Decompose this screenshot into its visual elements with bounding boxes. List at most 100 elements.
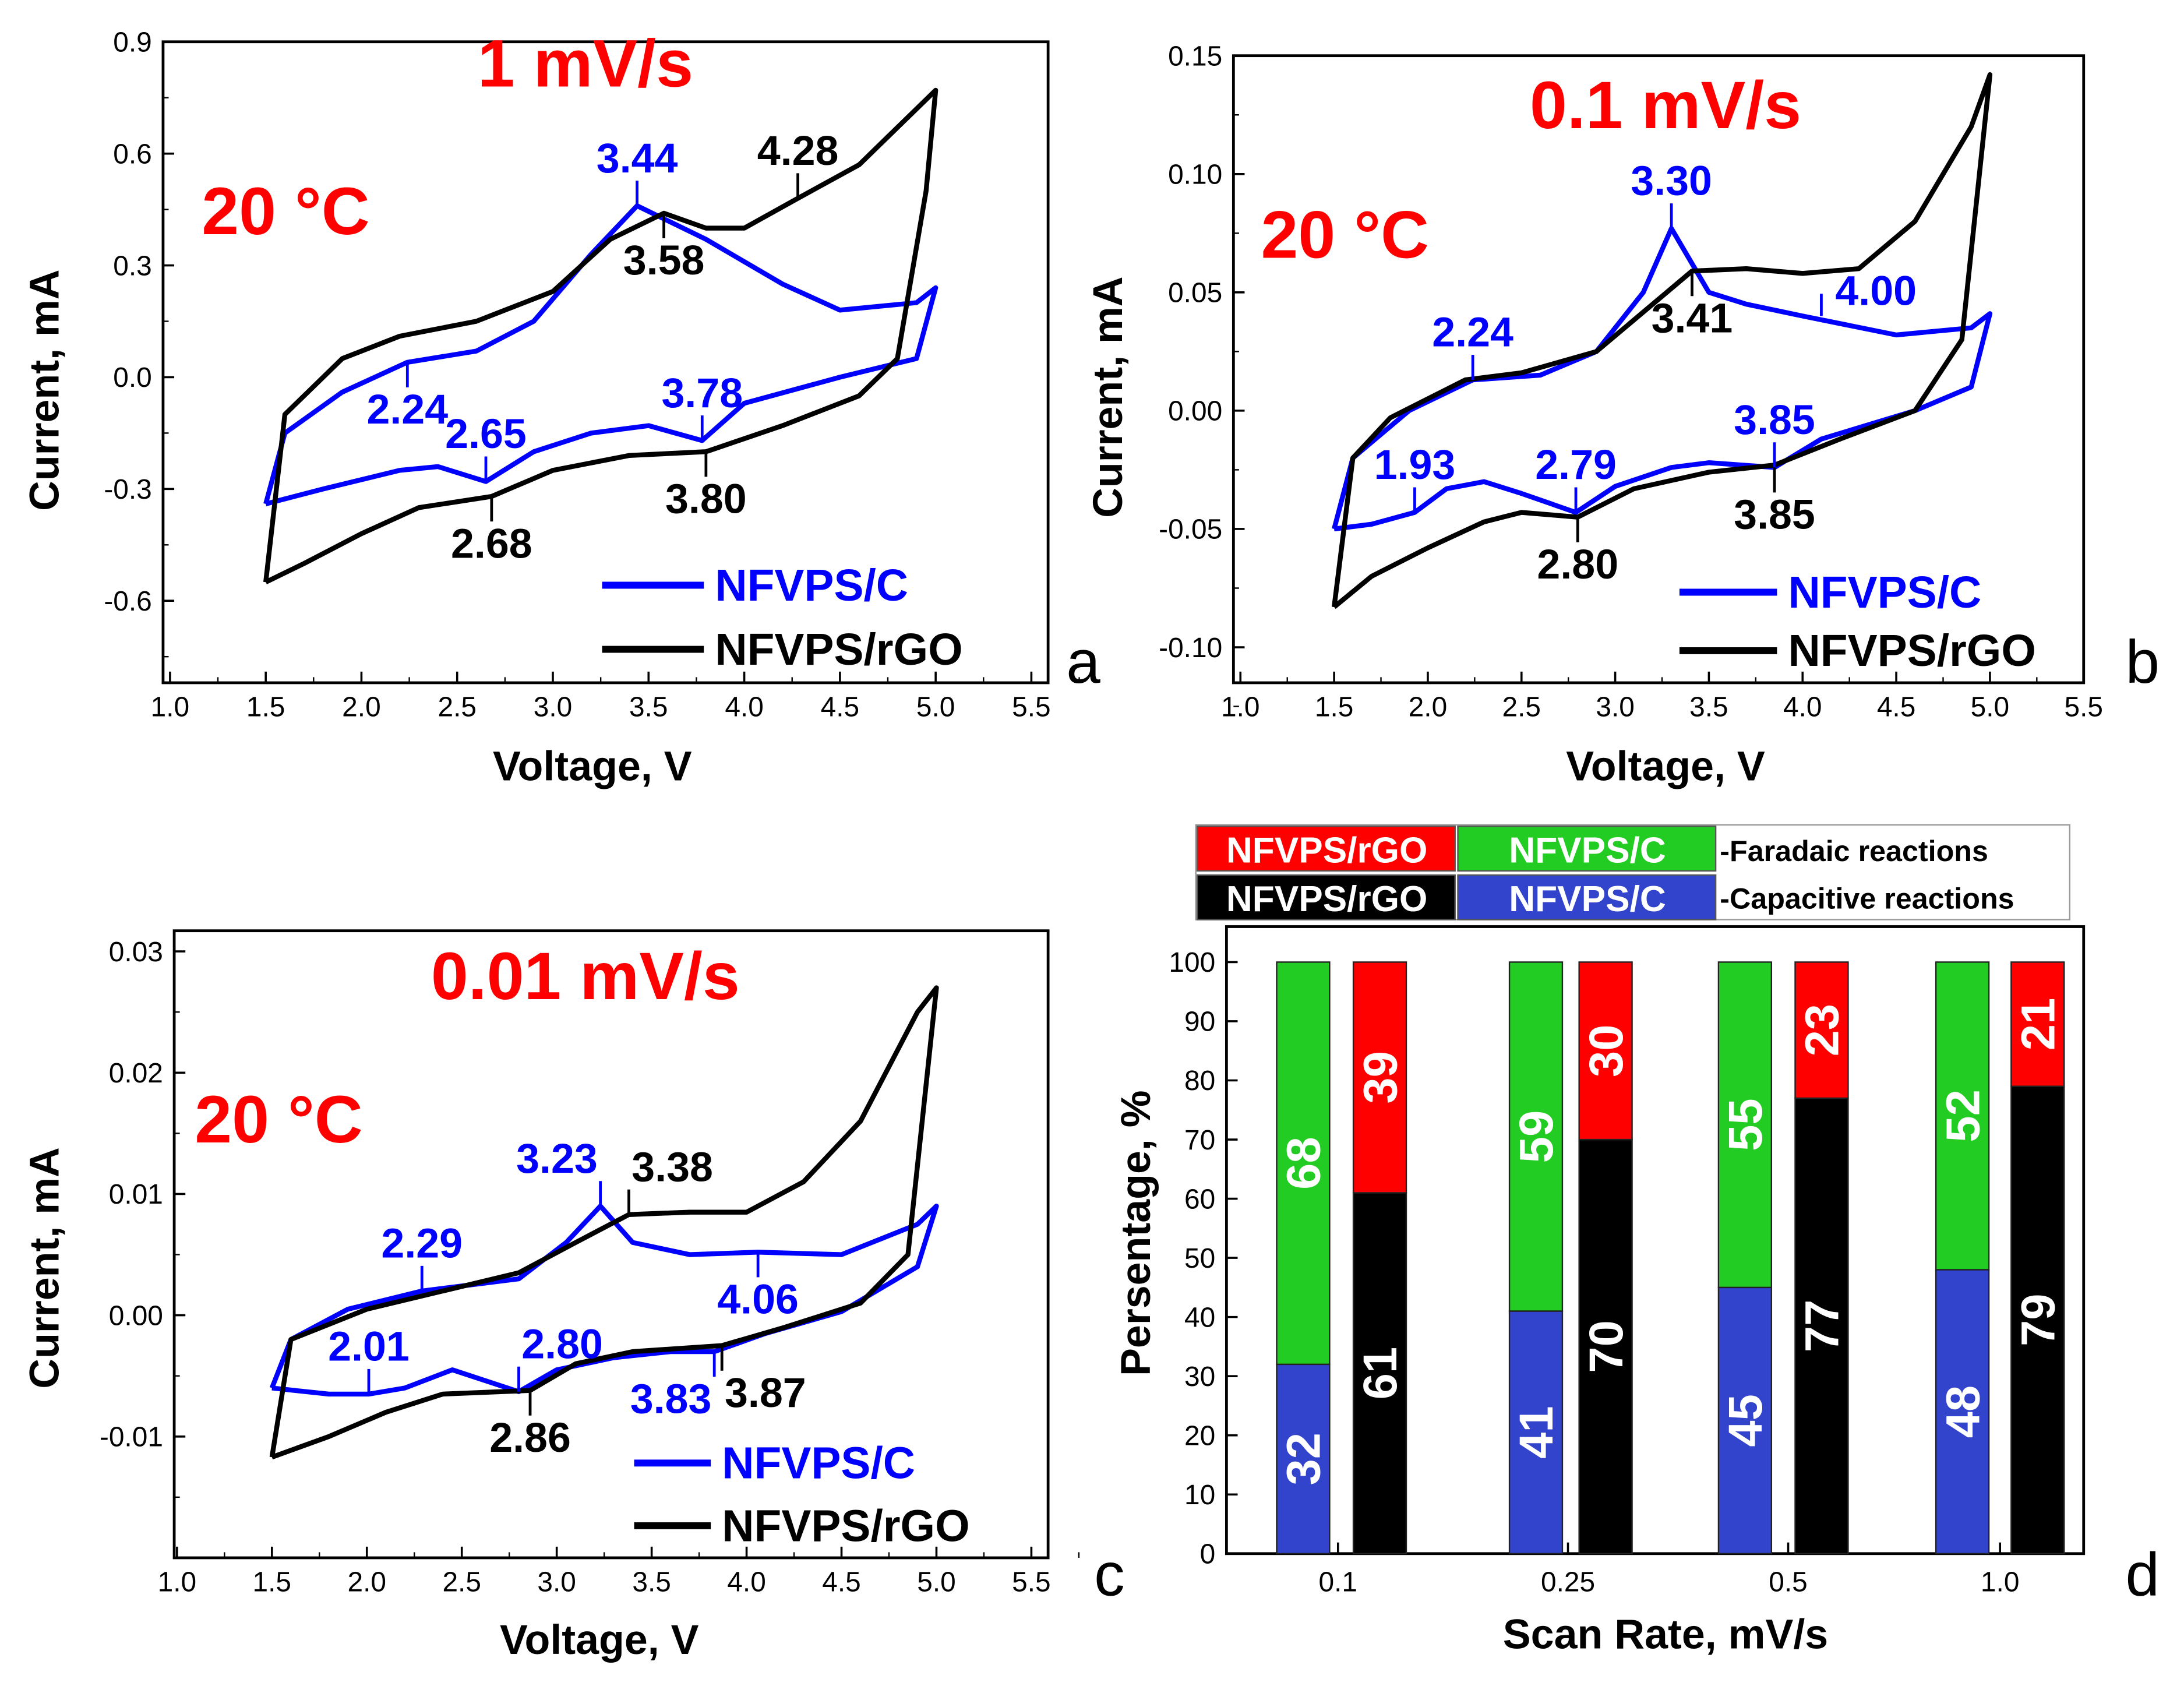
y-axis-label: Current, mA — [21, 269, 68, 511]
x-axis-label: Voltage, V — [500, 1617, 699, 1663]
y-tick-label: 90 — [1184, 1007, 1215, 1038]
bar-segment — [1794, 1097, 1849, 1554]
y-tick-label: 0 — [1200, 1539, 1216, 1570]
y-axis-label: Current, mA — [21, 1147, 68, 1389]
y-tick-label: 0.03 — [109, 937, 163, 968]
legend-label: -Faradaic reactions — [1720, 835, 1988, 867]
bar-value-label: 59 — [1510, 1110, 1563, 1163]
bar-value-label: 79 — [2012, 1293, 2065, 1346]
peak-label: 3.83 — [630, 1375, 712, 1422]
x-tick-label: 5.0 — [916, 692, 955, 722]
chart-title: 0.01 mV/s — [431, 939, 740, 1014]
y-tick-label: 0.9 — [113, 27, 152, 58]
legend-swatch — [1457, 826, 1717, 872]
x-axis-label: Voltage, V — [1566, 743, 1765, 789]
y-axis-label: Current, mA — [1085, 276, 1131, 518]
panel-a: a Voltage, V Current, mA 1.0 1.5 2.0 2.5 3.0 3.5… — [21, 26, 1100, 789]
bar-value-label: 23 — [1796, 1004, 1849, 1056]
peak-label: 2.01 — [328, 1324, 410, 1370]
plot-frame — [172, 929, 1050, 1560]
series-line-c — [269, 1204, 939, 1397]
y-tick-label: 100 — [1169, 947, 1215, 978]
temperature-label: 20 °C — [195, 1082, 362, 1157]
panel-d: d Scan Rate, mV/s Persentage, % 0 10 20 30 40 50… — [1113, 824, 2160, 1657]
y-tick-label: 0.15 — [1168, 41, 1222, 72]
peak-label: 2.24 — [1432, 309, 1513, 356]
x-tick-label: 3.0 — [1596, 692, 1635, 722]
bar-value-label: 39 — [1354, 1051, 1407, 1103]
x-tick-label: 4.0 — [727, 1567, 766, 1597]
peak-label: 3.80 — [665, 476, 747, 523]
legend-swatch-label: NFVPS/C — [1509, 830, 1666, 870]
y-tick-label: 80 — [1184, 1066, 1215, 1096]
y-tick-label: 0.6 — [113, 139, 152, 170]
x-tick-label: 4.5 — [1877, 692, 1916, 722]
bar-value-label: 30 — [1580, 1025, 1633, 1077]
bar-segment — [1935, 1269, 1990, 1554]
series-line-rgo — [269, 985, 939, 1460]
y-tick-label: 20 — [1184, 1420, 1215, 1451]
y-tick-label: 0.3 — [113, 251, 152, 281]
peak-label: 3.78 — [661, 370, 743, 417]
x-tick-label: 0.1 — [1319, 1567, 1358, 1597]
temperature-label: 20 °C — [202, 174, 369, 249]
peak-label: 3.38 — [631, 1144, 713, 1190]
peak-label: 2.65 — [445, 411, 527, 457]
panel-c: c Voltage, V Current, mA 1.0 1.5 2.0 2.5 3.0 3.5… — [21, 929, 1125, 1663]
x-tick-label: 2.0 — [347, 1567, 386, 1597]
x-tick-label: 2.5 — [437, 692, 477, 722]
y-tick-label: 0.0 — [113, 362, 152, 393]
x-tick-label: 5.0 — [1971, 692, 2010, 722]
y-tick-label: -0.3 — [104, 474, 151, 505]
x-tick-label: 0.5 — [1769, 1567, 1808, 1597]
peak-label: 3.85 — [1734, 397, 1815, 443]
chart-title: 1 mV/s — [478, 26, 693, 101]
peak-label: 3.30 — [1631, 158, 1712, 204]
bar-segment — [1352, 961, 1407, 1194]
bar-value-label: 68 — [1278, 1137, 1331, 1189]
y-tick-label: 60 — [1184, 1184, 1215, 1215]
y-tick-label: 10 — [1184, 1480, 1215, 1511]
peak-label: 2.29 — [381, 1221, 463, 1267]
y-tick-label: 0.10 — [1168, 159, 1222, 190]
y-tick-label: 0.00 — [1168, 396, 1222, 427]
peak-label: 2.68 — [451, 520, 532, 567]
legend-swatch-label: NFVPS/C — [1509, 879, 1666, 919]
bar-value-label: 61 — [1354, 1347, 1407, 1399]
y-tick-label: 0.05 — [1168, 278, 1222, 309]
x-tick-label: 5.0 — [917, 1567, 956, 1597]
x-tick-label: 5.5 — [1012, 1567, 1051, 1597]
bar-segment — [2010, 1085, 2065, 1554]
x-tick-label: 2.5 — [442, 1567, 481, 1597]
y-tick-label: 50 — [1184, 1243, 1215, 1274]
peak-label: 4.00 — [1835, 267, 1917, 314]
legend-swatch-label: NFVPS/rGO — [1226, 830, 1428, 870]
bar-segment — [1276, 961, 1331, 1366]
y-tick-label: -0.6 — [104, 586, 151, 617]
bar-segment — [2010, 961, 2065, 1087]
y-tick-label: 0.00 — [109, 1300, 163, 1331]
panel-label: c — [1094, 1541, 1125, 1609]
bar-segment — [1794, 961, 1849, 1099]
legend-label: NFVPS/rGO — [722, 1501, 969, 1551]
bar-segment — [1508, 961, 1564, 1312]
y-tick-label: 0.01 — [109, 1179, 163, 1210]
bar-value-label: 70 — [1580, 1320, 1633, 1373]
x-tick-label: 1.0 — [151, 692, 190, 722]
peak-label: 3.23 — [516, 1135, 598, 1182]
x-tick-label: 2.5 — [1502, 692, 1541, 722]
series-line-c — [1332, 225, 1993, 532]
x-tick-label: 1.5 — [246, 692, 285, 722]
legend-label: NFVPS/C — [722, 1439, 915, 1489]
x-tick-label: 4.5 — [822, 1567, 861, 1597]
bar-value-label: 77 — [1796, 1300, 1849, 1352]
peak-label: 2.80 — [521, 1321, 603, 1367]
series-line-rgo — [263, 87, 938, 585]
peak-label: 3.58 — [623, 237, 705, 284]
bar-segment — [1352, 1192, 1407, 1554]
peak-label: 3.85 — [1734, 492, 1815, 538]
y-tick-label: -0.10 — [1159, 633, 1222, 664]
x-tick-label: 5.5 — [1012, 692, 1051, 722]
peak-label: 2.80 — [1537, 541, 1618, 588]
